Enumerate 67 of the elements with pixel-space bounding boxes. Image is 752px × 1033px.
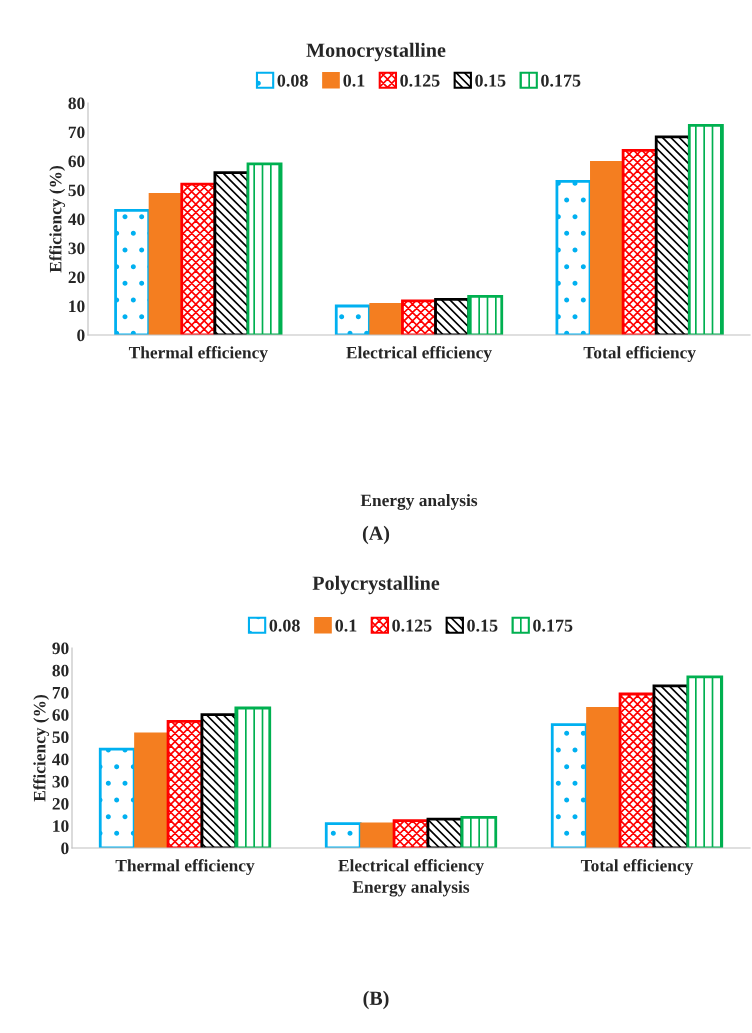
text: (B)	[363, 990, 389, 1010]
bar	[134, 732, 169, 848]
x-axis-title: Energy analysis	[352, 880, 470, 897]
y-tick-label: 60	[68, 155, 85, 168]
bar	[334, 304, 371, 335]
bar	[550, 723, 588, 848]
legend-label: 0.175	[541, 74, 581, 87]
x-tick-label: Thermal efficiency	[115, 859, 255, 876]
x-tick-label: Electrical efficiency	[346, 346, 492, 363]
bar	[621, 148, 658, 335]
y-tick-label: 0	[77, 329, 85, 342]
bar	[401, 299, 437, 335]
legend-label: 0.125	[400, 74, 440, 87]
legend-label: 0.08	[269, 619, 300, 632]
y-axis-title: Efficiency (%)	[33, 695, 50, 802]
bar	[392, 819, 430, 848]
y-axis-title: Efficiency (%)	[49, 166, 66, 273]
x-axis-title: Energy analysis	[360, 494, 478, 510]
text: (A)	[362, 525, 390, 545]
bar	[687, 123, 724, 335]
x-tick-label: Electrical efficiency	[338, 859, 484, 876]
bar	[618, 692, 656, 848]
y-tick-label: 10	[69, 300, 85, 313]
legend-label: 0.15	[475, 74, 506, 87]
bar	[166, 719, 204, 848]
bar	[360, 822, 395, 848]
legend-label: 0.15	[467, 619, 498, 632]
bar	[369, 303, 403, 335]
y-tick-label: 10	[53, 820, 69, 832]
y-tick-label: 20	[68, 271, 85, 284]
bar	[98, 747, 136, 848]
y-tick-label: 40	[52, 753, 69, 766]
x-tick-label: Thermal efficiency	[128, 346, 268, 363]
chart-title: Polycrystalline	[312, 575, 440, 595]
bar	[460, 815, 498, 848]
y-tick-label: 50	[68, 184, 85, 197]
bar	[324, 822, 362, 848]
y-tick-label: 70	[52, 686, 69, 699]
y-tick-label: 80	[68, 97, 85, 110]
bar	[114, 208, 151, 335]
y-tick-label: 30	[68, 242, 85, 255]
legend-label: 0.125	[392, 619, 432, 632]
y-tick-label: 80	[52, 664, 69, 677]
y-tick-label: 60	[52, 709, 69, 721]
bar	[234, 706, 272, 848]
bar	[467, 295, 504, 335]
legend-label: 0.175	[533, 619, 573, 632]
bar	[555, 179, 592, 335]
legend-label: 0.08	[277, 74, 308, 87]
y-tick-label: 90	[52, 642, 69, 655]
bar	[148, 192, 182, 335]
y-tick-label: 30	[52, 775, 69, 788]
bar	[586, 706, 621, 848]
chart-title: Monocrystalline	[306, 42, 446, 62]
bar	[654, 135, 691, 335]
legend-label: 0.1	[343, 74, 365, 87]
bar	[213, 171, 250, 335]
y-tick-label: 20	[52, 798, 69, 810]
y-tick-label: 40	[68, 213, 85, 226]
x-tick-label: Total efficiency	[580, 859, 694, 876]
bar	[246, 162, 283, 335]
y-tick-label: 0	[61, 842, 69, 855]
y-tick-label: 70	[68, 126, 85, 139]
y-tick-label: 50	[52, 731, 69, 744]
bar	[686, 675, 724, 848]
x-tick-label: Total efficiency	[583, 346, 696, 363]
legend-label: 0.1	[335, 619, 357, 632]
